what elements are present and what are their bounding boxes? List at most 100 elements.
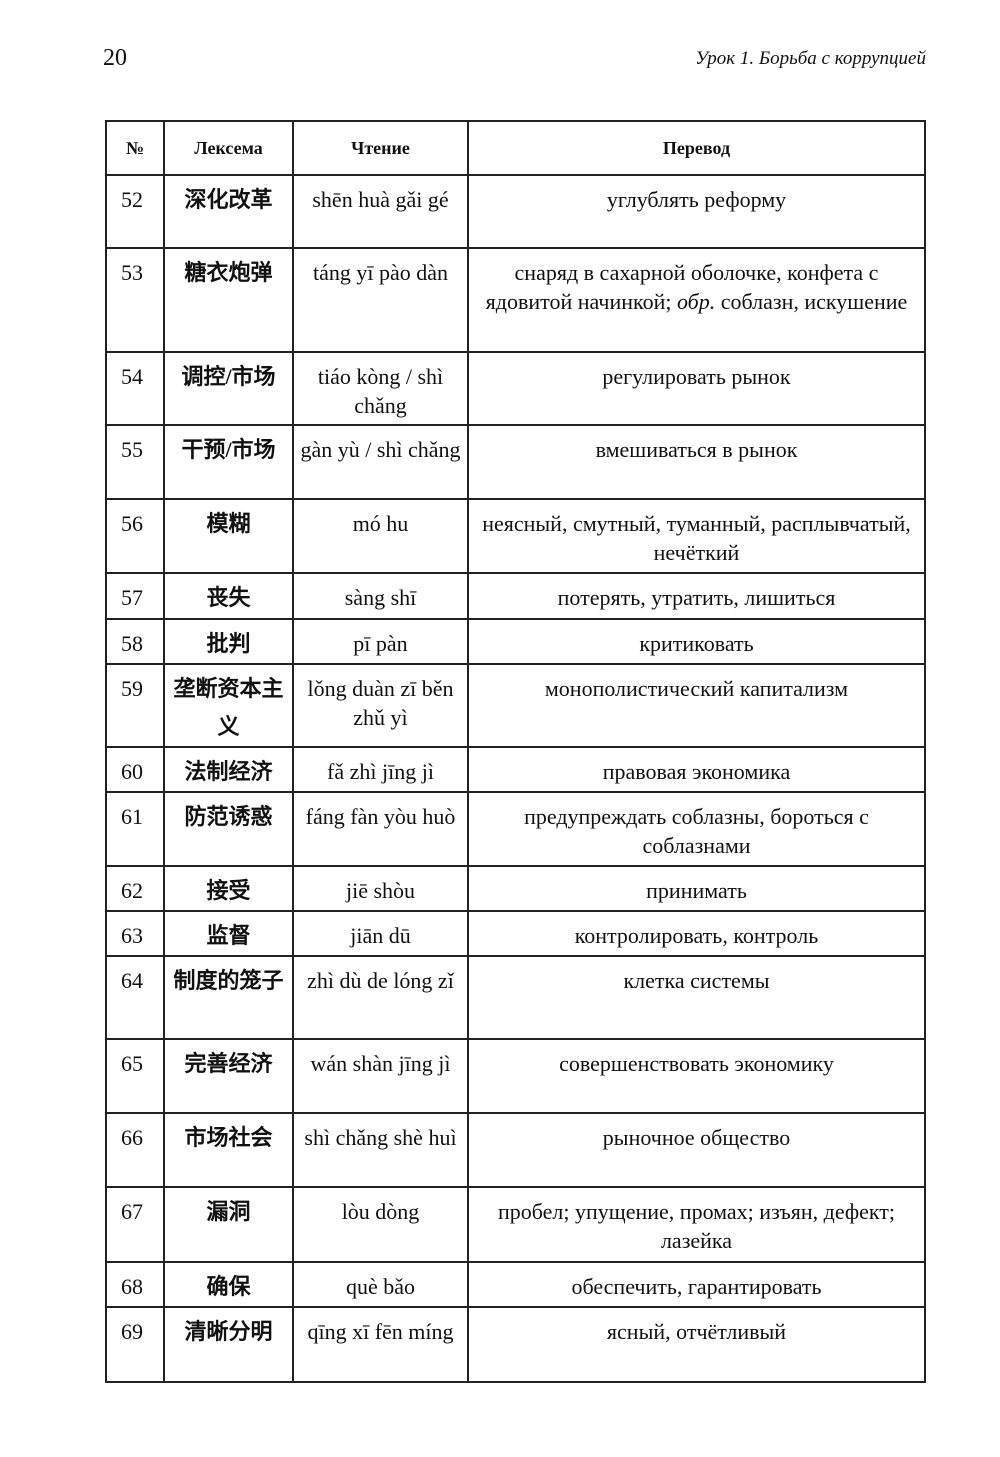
- lexeme: 模糊: [163, 498, 294, 574]
- row-number: 53: [105, 247, 165, 353]
- translation-part: обр.: [676, 289, 716, 314]
- reading: fǎ zhì jīng jì: [292, 746, 469, 793]
- reading: táng yī pào dàn: [292, 247, 469, 353]
- reading: fáng fàn yòu huò: [292, 791, 469, 867]
- table-row: 69 清晰分明 qīng xī fēn míng ясный, отчётливый: [105, 1306, 926, 1383]
- row-number: 61: [105, 791, 165, 867]
- reading: wán shàn jīng jì: [292, 1038, 469, 1114]
- translation: клетка системы: [467, 955, 926, 1040]
- reading: zhì dù de lóng zǐ: [292, 955, 469, 1040]
- reading: jiē shòu: [292, 865, 469, 912]
- translation: углублять реформу: [467, 174, 926, 249]
- reading: shì chǎng shè huì: [292, 1112, 469, 1188]
- row-number: 63: [105, 910, 165, 957]
- reading: lǒng duàn zī běn zhǔ yì: [292, 663, 469, 748]
- table-row: 63 监督 jiān dū контролировать, контроль: [105, 910, 926, 957]
- translation: ясный, отчётливый: [467, 1306, 926, 1383]
- lexeme: 丧失: [163, 572, 294, 620]
- table-row: 61 防范诱惑 fáng fàn yòu huò предупреждать собл…: [105, 791, 926, 867]
- table-row: 54 调控/市场 tiáo kòng / shì chǎng регулировать…: [105, 351, 926, 426]
- row-number: 60: [105, 746, 165, 793]
- table-header-row: № Лексема Чтение Перевод: [105, 120, 926, 176]
- lexeme: 漏洞: [163, 1186, 294, 1263]
- table-row: 52 深化改革 shēn huà gǎi gé углублять реформу: [105, 174, 926, 249]
- lexeme: 清晰分明: [163, 1306, 294, 1383]
- table-row: 53 糖衣炮弹 táng yī pào dàn снаряд в сахарной о…: [105, 247, 926, 353]
- row-number: 55: [105, 424, 165, 500]
- vocabulary-table: № Лексема Чтение Перевод 52 深化改革 shēn huà …: [105, 120, 926, 1383]
- page-number: 20: [103, 45, 127, 71]
- table-row: 56 模糊 mó hu неясный, смутный, туманный, рас…: [105, 498, 926, 574]
- table-row: 67 漏洞 lòu dòng пробел; упущение, промах; из…: [105, 1186, 926, 1263]
- table-row: 60 法制经济 fǎ zhì jīng jì правовая экономика: [105, 746, 926, 793]
- row-number: 68: [105, 1261, 165, 1308]
- lexeme: 干预/市场: [163, 424, 294, 500]
- reading: sàng shī: [292, 572, 469, 620]
- reading: què bǎo: [292, 1261, 469, 1308]
- reading: gàn yù / shì chǎng: [292, 424, 469, 500]
- translation: регулировать рынок: [467, 351, 926, 426]
- lexeme: 调控/市场: [163, 351, 294, 426]
- reading: mó hu: [292, 498, 469, 574]
- translation: контролировать, контроль: [467, 910, 926, 957]
- header-translation: Перевод: [467, 120, 926, 176]
- table-row: 64 制度的笼子 zhì dù de lóng zǐ клетка системы: [105, 955, 926, 1040]
- reading: qīng xī fēn míng: [292, 1306, 469, 1383]
- lexeme: 深化改革: [163, 174, 294, 249]
- translation: предупреждать соблазны, бороться с собла…: [467, 791, 926, 867]
- reading: lòu dòng: [292, 1186, 469, 1263]
- running-header: Урок 1. Борьба с коррупцией: [695, 48, 926, 69]
- row-number: 57: [105, 572, 165, 620]
- reading: pī pàn: [292, 618, 469, 665]
- translation: вмешиваться в рынок: [467, 424, 926, 500]
- row-number: 67: [105, 1186, 165, 1263]
- row-number: 66: [105, 1112, 165, 1188]
- lexeme: 完善经济: [163, 1038, 294, 1114]
- table-row: 66 市场社会 shì chǎng shè huì рыночное общество: [105, 1112, 926, 1188]
- translation: обеспечить, гарантировать: [467, 1261, 926, 1308]
- row-number: 65: [105, 1038, 165, 1114]
- row-number: 69: [105, 1306, 165, 1383]
- reading: tiáo kòng / shì chǎng: [292, 351, 469, 426]
- lexeme: 垄断资本主义: [163, 663, 294, 748]
- row-number: 62: [105, 865, 165, 912]
- reading: shēn huà gǎi gé: [292, 174, 469, 249]
- row-number: 58: [105, 618, 165, 665]
- translation-part: соблазн, иску­шение: [715, 289, 908, 314]
- table-row: 59 垄断资本主义 lǒng duàn zī běn zhǔ yì монополис…: [105, 663, 926, 748]
- table-row: 62 接受 jiē shòu принимать: [105, 865, 926, 912]
- lexeme: 接受: [163, 865, 294, 912]
- translation: правовая экономика: [467, 746, 926, 793]
- row-number: 54: [105, 351, 165, 426]
- header-reading: Чтение: [292, 120, 469, 176]
- translation: пробел; упущение, промах; изъян, дефект;…: [467, 1186, 926, 1263]
- translation: потерять, утратить, лишиться: [467, 572, 926, 620]
- translation: рыночное общество: [467, 1112, 926, 1188]
- translation-part: снаряд в сахарной оболочке, конфета с яд…: [485, 260, 879, 314]
- row-number: 52: [105, 174, 165, 249]
- table-row: 57 丧失 sàng shī потерять, утратить, лишиться: [105, 572, 926, 620]
- lexeme: 监督: [163, 910, 294, 957]
- table-row: 65 完善经济 wán shàn jīng jì совершенствовать э…: [105, 1038, 926, 1114]
- row-number: 56: [105, 498, 165, 574]
- translation: монополистический капитализм: [467, 663, 926, 748]
- translation: принимать: [467, 865, 926, 912]
- header-lexeme: Лексема: [163, 120, 294, 176]
- lexeme: 制度的笼子: [163, 955, 294, 1040]
- translation: снаряд в сахарной оболочке, конфета с яд…: [467, 247, 926, 353]
- row-number: 64: [105, 955, 165, 1040]
- row-number: 59: [105, 663, 165, 748]
- translation: неясный, смутный, туманный, расплыв­чаты…: [467, 498, 926, 574]
- header-number: №: [105, 120, 165, 176]
- lexeme: 批判: [163, 618, 294, 665]
- lexeme: 法制经济: [163, 746, 294, 793]
- translation: совершенствовать экономику: [467, 1038, 926, 1114]
- table-row: 58 批判 pī pàn критиковать: [105, 618, 926, 665]
- reading: jiān dū: [292, 910, 469, 957]
- translation: критиковать: [467, 618, 926, 665]
- table-row: 55 干预/市场 gàn yù / shì chǎng вмешиваться в р…: [105, 424, 926, 500]
- lexeme: 市场社会: [163, 1112, 294, 1188]
- table-row: 68 确保 què bǎo обеспечить, гарантировать: [105, 1261, 926, 1308]
- lexeme: 确保: [163, 1261, 294, 1308]
- lexeme: 防范诱惑: [163, 791, 294, 867]
